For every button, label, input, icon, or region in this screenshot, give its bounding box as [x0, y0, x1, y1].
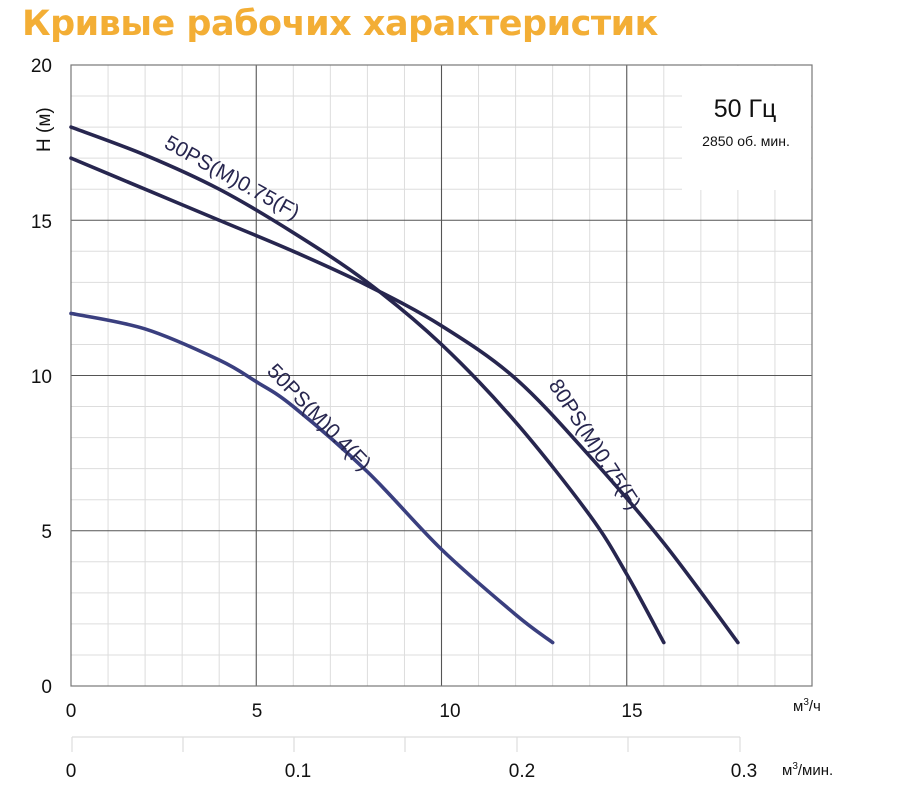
y-tick-10: 10: [31, 367, 52, 388]
curve-label-80ps075: 80PS(M)0.75(F): [544, 375, 645, 514]
x-axis-unit: м3/ч: [793, 697, 821, 715]
x2-axis-unit: м3/мин.: [782, 761, 833, 779]
x2-tick-0.1: 0.1: [285, 761, 311, 782]
x-tick-5: 5: [252, 701, 263, 722]
y-axis-label: H (м): [34, 107, 55, 152]
x-tick-10: 10: [439, 701, 460, 722]
y-tick-0: 0: [41, 677, 52, 698]
x2-tick-0.3: 0.3: [731, 761, 757, 782]
curves: [69, 125, 740, 645]
x2-tick-0: 0: [66, 761, 77, 782]
curve-50ps075: [69, 125, 666, 645]
annotation-box: [682, 66, 811, 190]
frequency-label: 50 Гц: [714, 95, 777, 123]
rpm-label: 2850 об. мин.: [702, 133, 790, 149]
y-tick-20: 20: [31, 56, 52, 77]
x-tick-0: 0: [66, 701, 77, 722]
curve-label-50ps04: 50PS(M)0.4(F): [262, 359, 375, 475]
curve-80ps075: [69, 156, 740, 645]
curve-50ps04: [69, 311, 555, 645]
plot-frame: [70, 64, 813, 687]
x-tick-15: 15: [621, 701, 642, 722]
x2-tick-0.2: 0.2: [509, 761, 535, 782]
secondary-axis: [71, 736, 741, 752]
y-tick-15: 15: [31, 212, 52, 233]
chart-title: Кривые рабочих характеристик: [22, 4, 658, 44]
y-tick-5: 5: [41, 522, 52, 543]
grid: [71, 65, 812, 686]
